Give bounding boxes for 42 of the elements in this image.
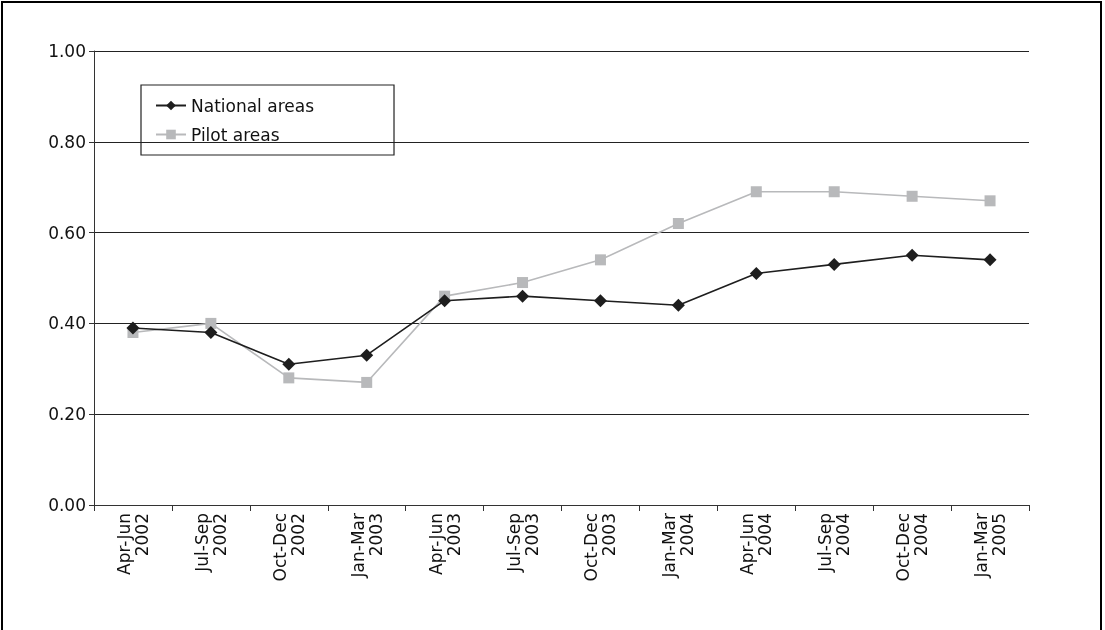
legend-label: National areas [191, 95, 315, 116]
point [360, 348, 374, 362]
point [517, 277, 529, 289]
point [593, 294, 607, 308]
x-tick-label: Oct-Dec 2004 [893, 513, 932, 582]
point [361, 376, 373, 388]
x-tick-label: Jan-Mar 2003 [347, 513, 386, 579]
point [671, 298, 685, 312]
point [283, 372, 295, 384]
legend-label: Pilot areas [191, 124, 280, 145]
x-tick-label: Jan-Mar 2004 [659, 513, 698, 579]
point [516, 289, 530, 303]
point [983, 253, 997, 267]
x-tick-label: Jan-Mar 2005 [971, 513, 1010, 579]
y-tick-label: 0.80 [48, 131, 86, 152]
point [827, 257, 841, 271]
x-tick-label: Oct-Dec 2002 [269, 513, 308, 582]
point [594, 254, 606, 266]
y-tick-label: 0.00 [48, 495, 86, 515]
x-tick-label: Apr-Jun 2004 [737, 513, 776, 575]
point [205, 317, 217, 329]
x-tick-label: Apr-Jun 2003 [425, 513, 464, 575]
point [672, 218, 684, 230]
point [906, 190, 918, 202]
x-tick-label: Oct-Dec 2003 [581, 513, 620, 582]
point [438, 294, 452, 308]
y-tick-label: 0.60 [48, 222, 86, 243]
x-tick-label: Jul-Sep 2003 [503, 513, 542, 573]
point [282, 357, 296, 371]
x-tick-label: Jul-Sep 2004 [815, 513, 854, 573]
point [749, 266, 763, 280]
point [905, 248, 919, 262]
y-tick-label: 1.00 [48, 41, 86, 61]
point [750, 186, 762, 198]
point [828, 186, 840, 198]
y-tick-label: 0.40 [48, 313, 86, 334]
point [126, 321, 140, 335]
x-tick-label: Apr-Jun 2002 [113, 513, 152, 575]
point [984, 195, 996, 207]
y-tick-label: 0.20 [48, 404, 86, 425]
point [204, 325, 218, 339]
x-tick-label: Jul-Sep 2002 [191, 513, 230, 573]
